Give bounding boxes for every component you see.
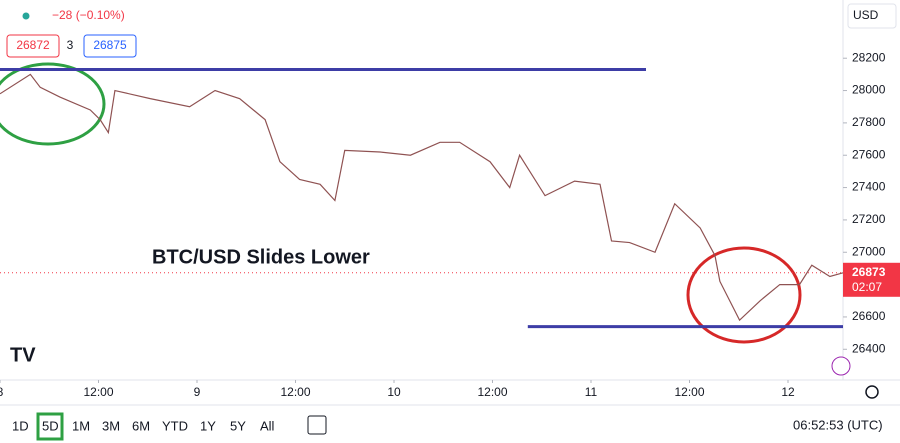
x-tick-label: 12:00 — [83, 385, 113, 399]
y-tick-label: 28200 — [852, 50, 886, 64]
ask-box[interactable] — [83, 34, 137, 58]
x-tick-label: 10 — [387, 385, 401, 399]
logo: TV — [10, 344, 36, 366]
range-button[interactable]: 1M — [72, 418, 90, 433]
highlight-ellipse — [0, 62, 106, 146]
y-tick-label: 27400 — [852, 180, 886, 194]
range-button[interactable]: 1Y — [200, 418, 216, 433]
y-tick-label: 27200 — [852, 212, 886, 226]
x-tick-label: 8 — [0, 385, 4, 399]
clock: 06:52:53 (UTC) — [793, 417, 883, 432]
x-tick-label: 9 — [194, 385, 201, 399]
range-button[interactable]: 1D — [12, 418, 29, 433]
countdown: 02:07 — [852, 280, 882, 294]
y-tick-label: 26600 — [852, 309, 886, 323]
bid-box[interactable] — [6, 34, 60, 58]
price-line-series — [0, 73, 844, 322]
change: −28 (−0.10%) — [52, 8, 125, 22]
annotation: BTC/USD Slides Lower — [152, 246, 370, 268]
event-icon[interactable] — [831, 356, 851, 376]
calendar-icon[interactable] — [307, 415, 327, 435]
settings-icon[interactable] — [865, 385, 879, 399]
y-tick-label: 28000 — [852, 83, 886, 97]
x-tick-label: 11 — [585, 385, 598, 399]
highlight-ellipse — [686, 246, 802, 344]
currency: USD — [853, 8, 879, 22]
range-button[interactable]: All — [260, 418, 275, 433]
spread: 3 — [67, 38, 74, 52]
x-tick-label: 12:00 — [280, 385, 310, 399]
y-tick-label: 27600 — [852, 147, 886, 161]
x-tick-label: 12:00 — [477, 385, 507, 399]
price-label: 26873 — [852, 265, 886, 279]
ask: 26875 — [93, 38, 127, 52]
range-button[interactable]: 3M — [102, 418, 120, 433]
range-button[interactable]: YTD — [162, 418, 188, 433]
y-tick-label: 26400 — [852, 341, 886, 355]
x-tick-label: 12 — [781, 385, 795, 399]
range-selected — [36, 412, 64, 441]
currency-box[interactable] — [847, 3, 897, 29]
x-tick-label: 12:00 — [674, 385, 704, 399]
range-button[interactable]: 5Y — [230, 418, 246, 433]
range-button[interactable]: 5D — [42, 418, 59, 433]
bid: 26872 — [16, 38, 50, 52]
range-button[interactable]: 6M — [132, 418, 150, 433]
price-label-box — [843, 262, 900, 297]
status-dot — [22, 12, 30, 20]
y-tick-label: 27800 — [852, 115, 886, 129]
y-tick-label: 27000 — [852, 244, 886, 258]
